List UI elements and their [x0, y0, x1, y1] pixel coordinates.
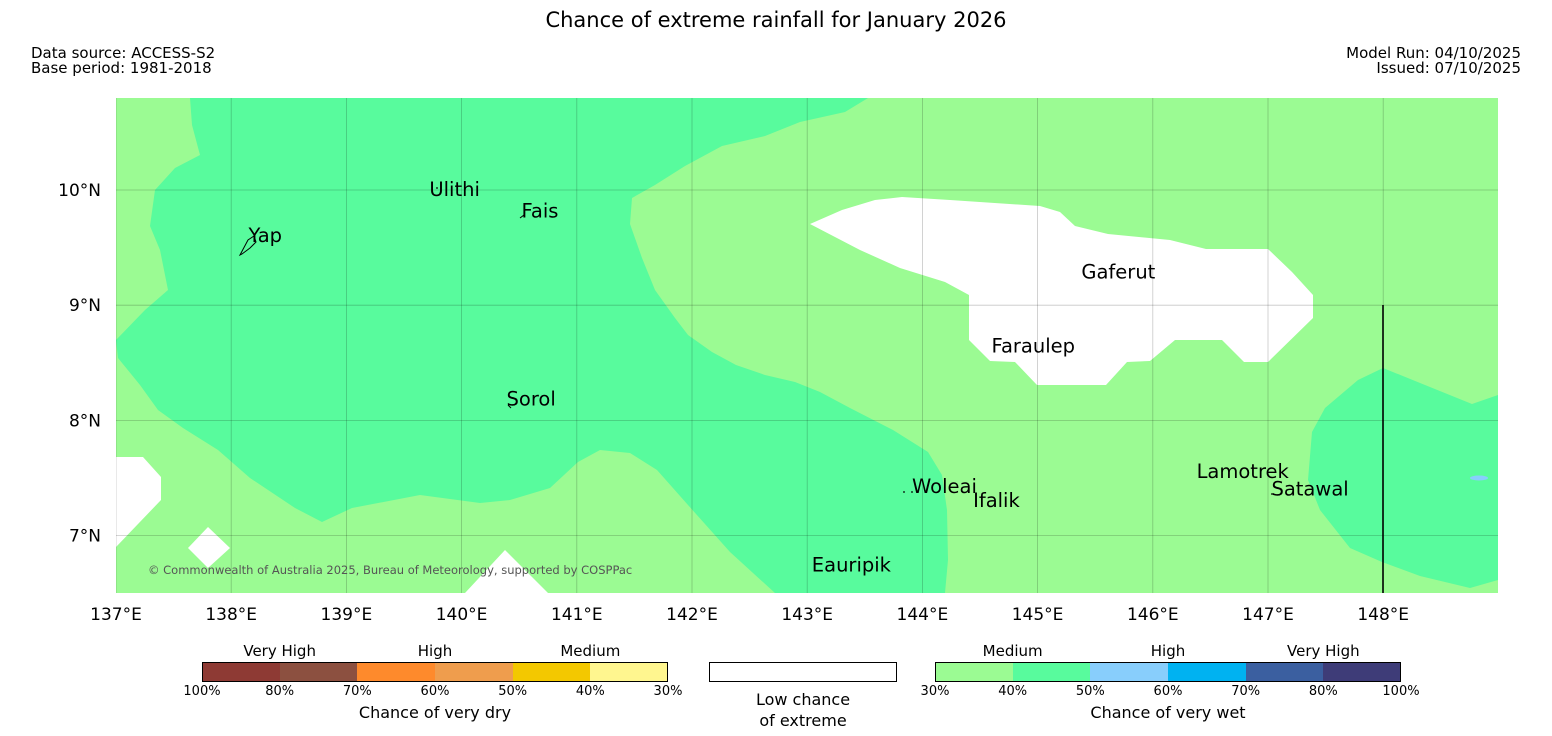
dry-colorbar-tier-label: High	[417, 642, 453, 660]
place-label-lamotrek: Lamotrek	[1197, 460, 1290, 483]
map-title: Chance of extreme rainfall for January 2…	[545, 8, 1007, 32]
latitude-label: 8°N	[69, 411, 101, 431]
longitude-labels: 137°E 138°E 139°E 140°E 141°E 142°E 143°E 144°E…	[90, 605, 1409, 625]
place-label-ulithi: Ulithi	[429, 178, 480, 201]
longitude-label: 145°E	[1012, 605, 1064, 625]
dry-colorbar-label: Chance of very dry	[358, 703, 512, 722]
place-labels: Yap Ulithi Fais Gaferut Faraulep Sorol WoleaiI…	[247, 178, 1348, 577]
ulithi-marker	[436, 187, 438, 189]
map-area: © Commonwealth of Australia 2025, Bureau…	[116, 98, 1498, 593]
longitude-label: 141°E	[551, 605, 603, 625]
dry-colorbar-tier-label: Very High	[243, 642, 316, 660]
dry-colorbar-swatch	[357, 662, 436, 682]
low-chance-region-south	[465, 550, 548, 593]
low-chance-region-west	[116, 457, 161, 547]
dry-colorbar-swatch	[202, 662, 281, 682]
latitude-label: 7°N	[69, 527, 101, 547]
longitude-label: 139°E	[321, 605, 373, 625]
dry-colorbar-swatch	[279, 662, 358, 682]
wet-colorbar-tick-label: 70%	[1231, 684, 1261, 699]
place-label-yap: Yap	[247, 224, 282, 247]
low-chance-region-main	[810, 197, 1313, 385]
place-label-ifalik: Ifalik	[973, 489, 1020, 512]
place-label-fais: Fais	[522, 200, 559, 223]
data-source: Data source: ACCESS-S2	[31, 44, 216, 62]
sorol-marker	[507, 404, 512, 409]
wet-colorbar-tier-label: Very High	[1287, 642, 1360, 660]
island-markers	[238, 187, 1488, 495]
satawal-marker	[1271, 493, 1273, 495]
dry-colorbar-tick-label: 50%	[498, 684, 528, 699]
run-info: Model Run: 04/10/2025 Issued: 07/10/2025	[1346, 46, 1521, 76]
dry-colorbar-tier-label: Medium	[560, 642, 621, 660]
wet-colorbar-tick-label: 40%	[998, 684, 1028, 699]
high-chance-speck	[1470, 475, 1488, 481]
woleai-marker	[903, 491, 905, 493]
copyright-text: © Commonwealth of Australia 2025, Bureau…	[148, 563, 632, 577]
wet-colorbar-tick-label: 60%	[1153, 684, 1183, 699]
low-chance-swatch	[709, 662, 897, 682]
low-chance-label-line1: Low chance	[755, 690, 851, 709]
dry-colorbar-swatch	[435, 662, 514, 682]
wet-colorbar-swatch	[1245, 662, 1324, 682]
issued-date: Issued: 07/10/2025	[1376, 59, 1521, 77]
longitude-label: 137°E	[90, 605, 142, 625]
longitude-label: 138°E	[205, 605, 257, 625]
dry-colorbar-tick-label: 40%	[575, 684, 605, 699]
longitude-label: 143°E	[781, 605, 833, 625]
place-label-sorol: Sorol	[507, 387, 556, 410]
high-chance-region-west	[116, 98, 948, 593]
longitude-label: 147°E	[1242, 605, 1294, 625]
wet-colorbar-tick-label: 100%	[1382, 684, 1420, 699]
longitude-label: 148°E	[1357, 605, 1409, 625]
place-label-eauripik: Eauripik	[812, 553, 892, 576]
wet-colorbar-tier-label: Medium	[982, 642, 1043, 660]
high-chance-region-east	[1308, 368, 1498, 588]
ifalik-marker	[911, 491, 913, 493]
low-chance-label-line2: of extreme	[759, 711, 847, 730]
wet-colorbar-swatch	[935, 662, 1014, 682]
longitude-label: 142°E	[666, 605, 718, 625]
low-chance-region-diamond	[188, 527, 230, 568]
wet-colorbar-label: Chance of very wet	[1090, 703, 1246, 722]
model-run: Model Run: 04/10/2025	[1346, 44, 1521, 62]
wet-colorbar-tick-label: 80%	[1308, 684, 1338, 699]
latitude-labels: 10°N 9°N 8°N 7°N	[58, 181, 101, 547]
dry-colorbar-tick-label: 30%	[653, 684, 683, 699]
latitude-label: 10°N	[58, 181, 101, 201]
dry-colorbar-tick-label: 70%	[342, 684, 372, 699]
dry-colorbar-tick-label: 60%	[420, 684, 450, 699]
place-label-woleai: Woleai	[912, 475, 977, 498]
longitude-label: 144°E	[897, 605, 949, 625]
wet-colorbar-tick-label: 30%	[920, 684, 950, 699]
wet-colorbar-tick-label: 50%	[1075, 684, 1105, 699]
fais-marker	[519, 214, 525, 219]
yap-island-outline	[238, 235, 257, 257]
dry-colorbar-tick-label: 100%	[183, 684, 221, 699]
wet-colorbar-swatch	[1168, 662, 1247, 682]
longitude-label: 140°E	[436, 605, 488, 625]
place-label-faraulep: Faraulep	[992, 334, 1076, 357]
low-chance-label: Low chance of extreme	[709, 689, 897, 731]
wet-colorbar-swatch	[1090, 662, 1169, 682]
latitude-label: 9°N	[69, 296, 101, 316]
base-period: Base period: 1981-2018	[31, 59, 212, 77]
place-label-satawal: Satawal	[1271, 477, 1348, 500]
source-info: Data source: ACCESS-S2 Base period: 1981…	[31, 46, 215, 76]
place-label-gaferut: Gaferut	[1081, 261, 1155, 284]
wet-colorbar-tier-label: High	[1150, 642, 1186, 660]
wet-colorbar-swatch	[1323, 662, 1402, 682]
wet-colorbar-swatch	[1012, 662, 1091, 682]
dry-colorbar-swatch	[590, 662, 669, 682]
dry-colorbar-tick-label: 80%	[265, 684, 295, 699]
longitude-label: 146°E	[1127, 605, 1179, 625]
dry-colorbar-swatch	[512, 662, 591, 682]
